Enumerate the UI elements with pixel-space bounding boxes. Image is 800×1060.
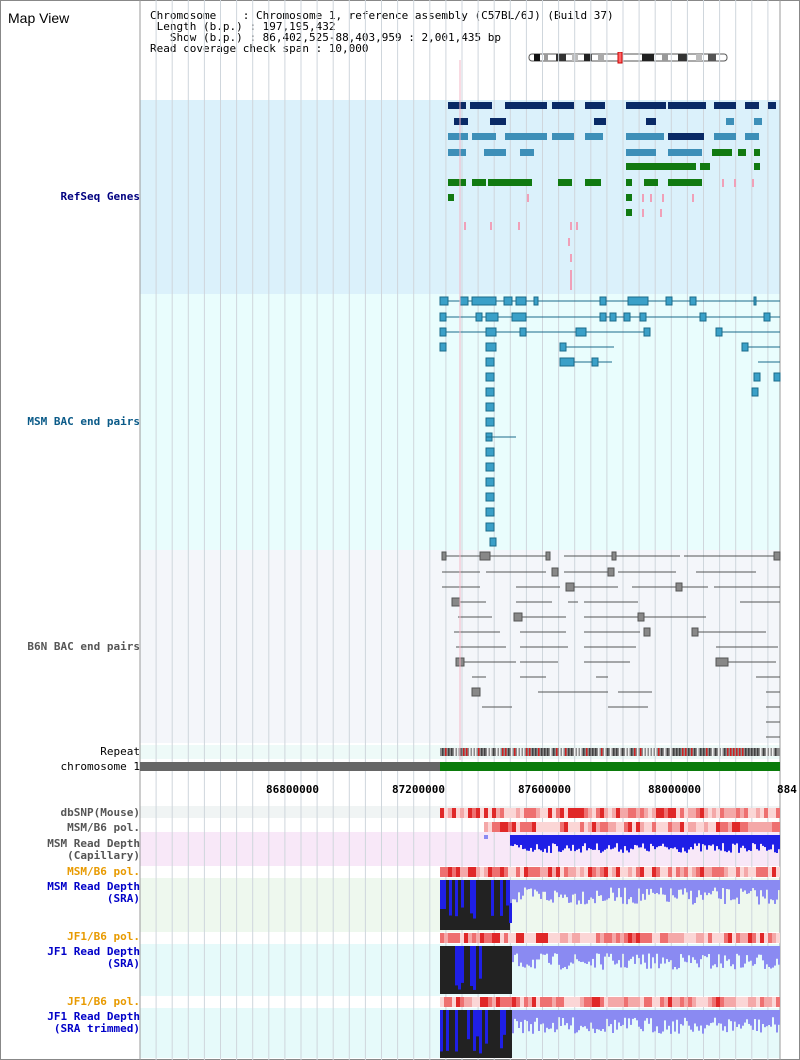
chromosome-bar-covered[interactable]	[440, 762, 780, 771]
axis-tick-2: 87200000	[392, 783, 445, 796]
track-label-jf1-pol-1[interactable]: JF1/B6 pol.	[67, 930, 140, 943]
track-label-refseq[interactable]: RefSeq Genes	[60, 190, 140, 203]
chromosome-label: Chromosome :	[150, 9, 250, 22]
track-label-msm-depth-capillary[interactable]: MSM Read Depth (Capillary)	[0, 838, 140, 862]
msm-bac-features[interactable]	[439, 296, 781, 547]
read-coverage-label: Read coverage check span :	[150, 42, 323, 55]
jf1-depth-trimmed-line2: (SRA trimmed)	[53, 1022, 140, 1035]
axis-tick-1: 86800000	[266, 783, 319, 796]
repeat-marks	[442, 748, 777, 756]
jf1-depth-sra-line1: JF1 Read Depth	[47, 945, 140, 958]
msm-depth-sra-line2: (SRA)	[106, 892, 140, 905]
jf1-depth-sra-line2: (SRA)	[106, 957, 140, 970]
track-label-jf1-depth-trimmed[interactable]: JF1 Read Depth (SRA trimmed)	[0, 1011, 140, 1035]
chromosome-ideogram[interactable]	[528, 52, 730, 64]
track-label-msm-depth-sra[interactable]: MSM Read Depth (SRA)	[0, 881, 140, 905]
b6n-bac-features[interactable]	[441, 551, 781, 738]
msm-depth-capillary-line2: (Capillary)	[67, 849, 140, 862]
axis-tick-3: 87600000	[518, 783, 571, 796]
window-title: Map View	[8, 10, 70, 26]
track-label-chromosome[interactable]: chromosome 1	[60, 760, 140, 773]
msm-depth-sra-line1: MSM Read Depth	[47, 880, 140, 893]
track-label-msm-pol-1[interactable]: MSM/B6 pol.	[67, 821, 140, 834]
axis-tick-5: 884	[777, 783, 797, 796]
jf1-depth-trimmed-line1: JF1 Read Depth	[47, 1010, 140, 1023]
msm-depth-capillary-line1: MSM Read Depth	[47, 837, 140, 850]
track-label-msm-pol-2[interactable]: MSM/B6 pol.	[67, 865, 140, 878]
length-value: 197,195,432	[262, 20, 336, 33]
polymorphism-heat-strips[interactable]	[440, 808, 780, 1007]
track-label-b6n-bac[interactable]: B6N BAC end pairs	[27, 640, 140, 653]
track-label-jf1-depth-sra[interactable]: JF1 Read Depth (SRA)	[0, 946, 140, 970]
chromosome-value: Chromosome 1, reference assembly (C57BL/…	[255, 9, 614, 22]
track-label-dbsnp[interactable]: dbSNP(Mouse)	[60, 806, 140, 819]
chromosome-bar-unassembled	[140, 762, 440, 771]
track-label-repeat[interactable]: Repeat	[100, 745, 140, 758]
read-depth-histograms[interactable]	[440, 835, 780, 1058]
axis-tick-4: 88000000	[648, 783, 701, 796]
region-info: Chromosome : Chromosome 1, reference ass…	[150, 10, 614, 54]
track-label-jf1-pol-2[interactable]: JF1/B6 pol.	[67, 995, 140, 1008]
read-coverage-value: 10,000	[328, 42, 369, 55]
track-label-msm-bac[interactable]: MSM BAC end pairs	[27, 415, 140, 428]
refseq-gene-features[interactable]	[448, 102, 776, 290]
